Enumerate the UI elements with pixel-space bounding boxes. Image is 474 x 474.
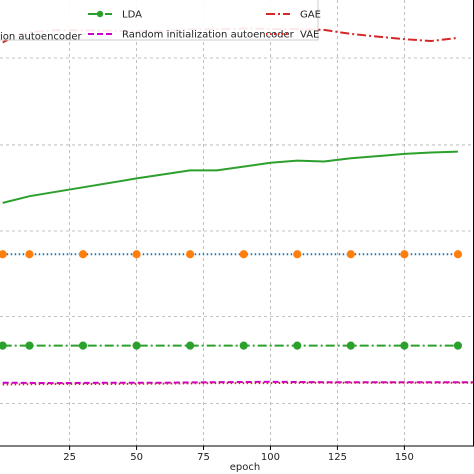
data-point: [78, 250, 88, 259]
grid: [0, 0, 474, 446]
legend-label: VAE: [300, 30, 319, 41]
axes: 25 50 75 100 125 150: [0, 0, 474, 463]
legend-label: LDA: [122, 10, 142, 21]
legend-label: ion autoencoder: [0, 32, 83, 43]
x-tick-label: 50: [130, 452, 143, 463]
data-point: [25, 341, 34, 350]
x-tick-label: 25: [63, 452, 76, 463]
legend-entry: GAE: [266, 10, 321, 21]
data-point: [186, 341, 195, 350]
data-point: [239, 341, 248, 350]
series-line-vae: [2, 381, 474, 386]
data-point: [453, 250, 463, 259]
x-tick-label: 75: [197, 452, 210, 463]
data-point: [186, 250, 195, 259]
data-point: [293, 250, 302, 259]
data-point: [453, 341, 463, 350]
legend-entry: ion autoencoder: [0, 32, 83, 43]
data-point: [132, 341, 141, 350]
data-point: [239, 250, 248, 259]
legend-box: [0, 0, 319, 41]
legend-entry: LDA: [88, 10, 142, 21]
x-tick-label: 100: [261, 452, 280, 463]
legend-label: Random initialization autoencoder: [122, 30, 295, 41]
data-point: [78, 341, 88, 350]
data-point: [293, 341, 302, 350]
x-tick-label: 150: [395, 452, 414, 463]
x-axis-label: epoch: [230, 462, 260, 473]
data-point: [25, 250, 34, 259]
data-point: [0, 250, 7, 259]
series-line-random-initialization-autoencoder: [2, 380, 474, 385]
legend: ion autoencoder LDA Random initialization …: [0, 0, 321, 43]
legend-entry: VAE: [266, 30, 319, 41]
data-point: [346, 341, 355, 350]
data-point: [400, 341, 409, 350]
x-tick-label: 125: [328, 452, 347, 463]
data-point: [132, 250, 141, 259]
legend-label: GAE: [300, 10, 321, 21]
data-point: [400, 250, 409, 259]
plot-series: [0, 27, 474, 386]
data-point: [346, 250, 355, 259]
legend-entry: Random initialization autoencoder: [88, 30, 295, 41]
legend-marker: [96, 10, 104, 18]
data-point: [0, 341, 7, 350]
series-line-solid-green: [2, 150, 458, 204]
